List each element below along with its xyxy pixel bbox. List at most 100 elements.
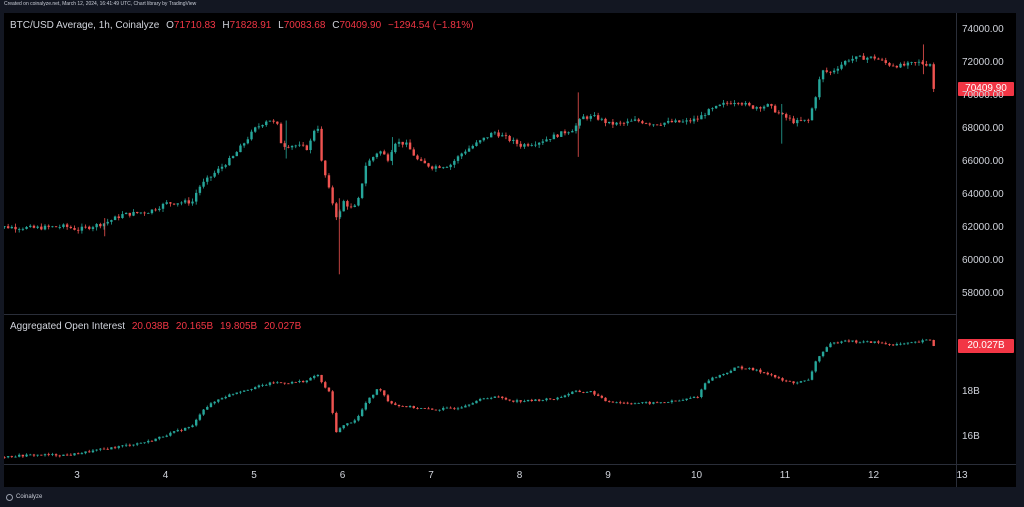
svg2-candle-196: [711, 377, 714, 381]
svg2-candle-236: [858, 342, 862, 344]
svg1-candle-207: [751, 105, 755, 109]
time-tick: 5: [251, 470, 257, 481]
svg1-candle-210: [762, 106, 766, 109]
svg1-candle-44: [150, 209, 154, 214]
svg2-candle-19: [58, 455, 61, 457]
svg1-candle-142: [512, 139, 515, 141]
svg2-candle-101: [360, 409, 364, 416]
svg1-candle-48: [165, 202, 168, 204]
svg2-candle-109: [390, 401, 393, 404]
oi-pane[interactable]: Aggregated Open Interest 20.038B 20.165B…: [4, 315, 956, 464]
svg1-candle-127: [456, 156, 460, 161]
svg1-candle-201: [729, 103, 733, 105]
svg2-candle-201: [729, 370, 733, 373]
svg2-candle-42: [143, 442, 146, 444]
footer-brand: Coinalyze: [16, 494, 43, 500]
svg1-candle-86: [305, 145, 309, 151]
svg1-candle-180: [652, 124, 655, 126]
oi-title: Aggregated Open Interest: [10, 321, 126, 332]
svg1-candle-125: [449, 164, 452, 168]
svg1-candle-85: [301, 144, 305, 146]
svg1-candle-246: [895, 65, 899, 68]
svg2-candle-172: [622, 402, 626, 404]
svg2-candle-245: [891, 344, 895, 346]
svg2-candle-102: [364, 402, 368, 410]
chart-frame: BTC/USD Average, 1h, Coinalyze O71710.83…: [4, 13, 1016, 487]
svg2-candle-164: [593, 391, 596, 395]
svg1-candle-213: [773, 105, 777, 113]
svg1-candle-181: [655, 124, 659, 126]
pane-separator[interactable]: [4, 314, 956, 315]
svg2-candle-6: [10, 456, 14, 457]
svg2-candle-58: [202, 409, 205, 415]
price-pane[interactable]: BTC/USD Average, 1h, Coinalyze O71710.83…: [4, 13, 956, 314]
svg2-candle-150: [541, 400, 545, 401]
svg1-candle-175: [633, 119, 637, 121]
oi-candles: [4, 338, 935, 459]
svg1-candle-140: [504, 135, 508, 137]
svg2-candle-149: [537, 399, 541, 401]
svg2-candle-223: [810, 371, 814, 380]
svg1-candle-108: [386, 154, 390, 161]
svg2-candle-241: [877, 341, 880, 343]
svg1-candle-55: [191, 201, 194, 204]
svg2-candle-151: [545, 398, 548, 401]
svg2-candle-143: [515, 400, 519, 402]
svg1-candle-150: [541, 141, 545, 143]
svg1-candle-34: [113, 216, 117, 221]
svg1-candle-219: [796, 120, 799, 124]
svg1-candle-179: [648, 123, 651, 125]
svg1-candle-228: [829, 71, 832, 73]
svg2-candle-213: [773, 374, 777, 378]
coinalyze-logo-icon: [6, 494, 13, 501]
price-tick: 58000.00: [962, 288, 1004, 300]
svg1-candle-161: [582, 116, 585, 120]
svg1-candle-190: [689, 120, 692, 122]
svg1-candle-172: [622, 122, 626, 124]
svg2-candle-86: [305, 380, 309, 383]
svg1-candle-64: [224, 165, 227, 167]
svg2-candle-51: [176, 430, 179, 432]
svg1-candle-247: [899, 63, 902, 68]
svg1-candle-189: [685, 120, 688, 122]
svg1-candle-233: [847, 60, 851, 62]
svg2-candle-10: [25, 454, 28, 457]
svg1-candle-240: [873, 56, 876, 59]
svg1-candle-118: [423, 160, 427, 164]
svg2-candle-235: [855, 340, 858, 343]
oi-tick: 18B: [962, 385, 980, 397]
svg1-candle-15: [43, 225, 47, 230]
svg1-candle-111: [397, 141, 401, 144]
svg2-candle-140: [504, 397, 508, 400]
svg1-candle-255: [928, 64, 932, 66]
svg1-candle-147: [530, 145, 533, 146]
svg2-candle-105: [375, 389, 379, 395]
low-value: 70083.68: [283, 20, 326, 31]
svg2-candle-62: [217, 399, 220, 402]
svg1-candle-101: [360, 183, 364, 198]
svg2-candle-173: [626, 402, 629, 404]
svg1-candle-112: [401, 141, 404, 145]
svg2-candle-69: [242, 390, 246, 392]
svg2-candle-133: [478, 398, 482, 401]
svg2-candle-192: [696, 396, 699, 398]
svg2-candle-193: [700, 389, 703, 398]
svg1-candle-199: [722, 102, 725, 105]
svg2-candle-84: [298, 381, 301, 383]
svg1-candle-236: [858, 55, 862, 57]
svg2-candle-222: [807, 379, 810, 381]
svg2-candle-20: [62, 454, 65, 456]
svg1-candle-50: [172, 203, 176, 205]
svg1-candle-69: [242, 143, 246, 146]
svg2-candle-77: [272, 382, 275, 384]
svg2-candle-94: [335, 412, 338, 433]
svg2-candle-106: [379, 389, 382, 391]
svg2-candle-65: [228, 394, 231, 397]
svg2-candle-180: [652, 402, 655, 404]
svg1-candle-164: [593, 115, 596, 117]
svg2-candle-146: [526, 399, 530, 402]
svg2-candle-184: [667, 402, 670, 403]
svg2-candle-211: [766, 372, 769, 375]
svg2-candle-115: [412, 406, 415, 409]
svg1-candle-239: [869, 56, 873, 58]
